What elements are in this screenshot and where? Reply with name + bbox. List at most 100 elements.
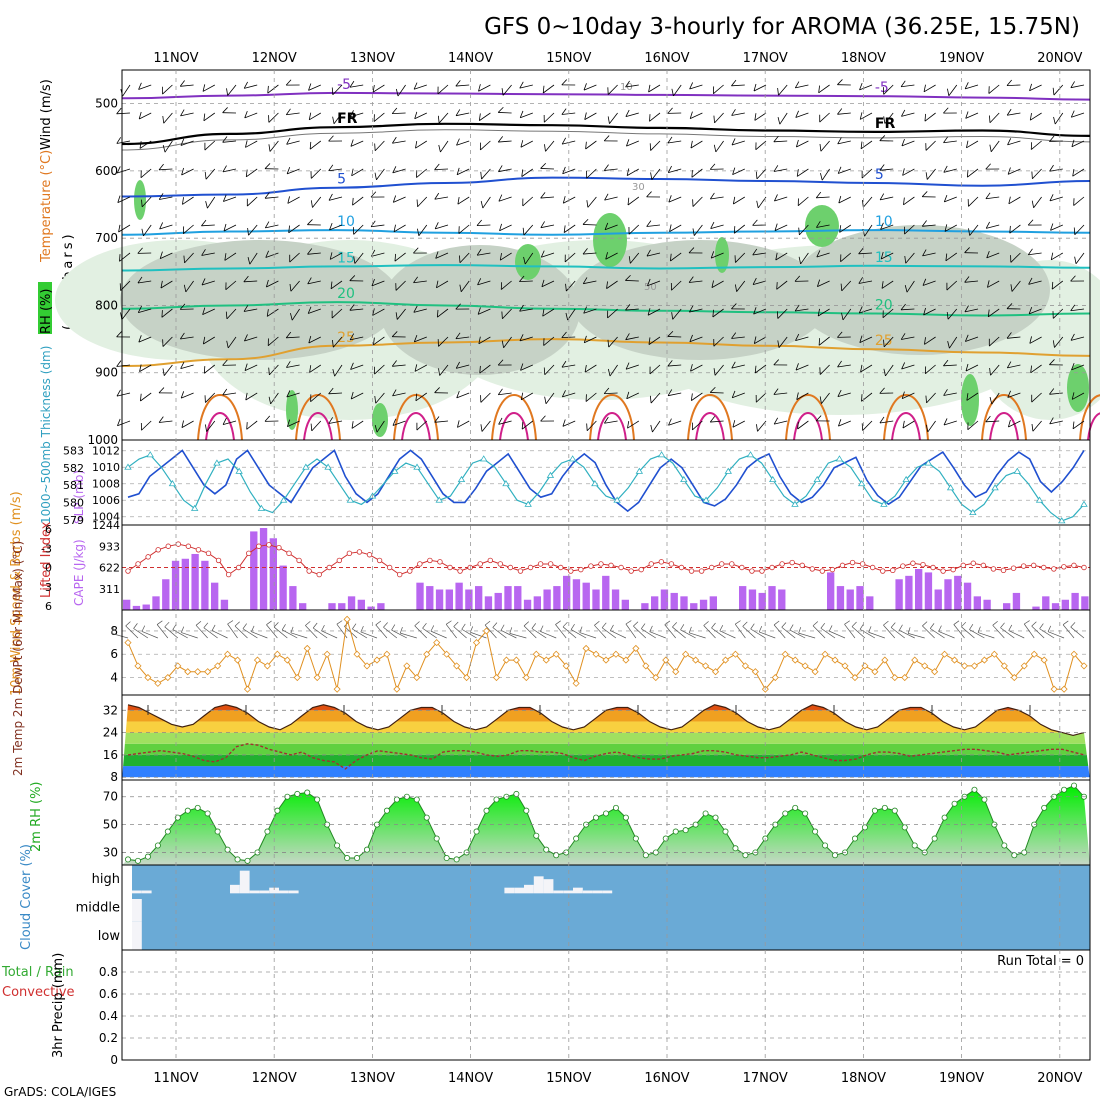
- wind-barb-shaft: [651, 168, 661, 180]
- wind10-barb-shaft: [633, 625, 647, 639]
- li-marker: [930, 564, 936, 571]
- wind-barb-flag: [522, 198, 524, 206]
- wind-barb: [925, 420, 936, 433]
- wind-barb-flag: [374, 172, 377, 180]
- wind-barb-flag: [903, 197, 905, 205]
- rh-legend-swatch: [38, 282, 52, 334]
- wind-barb: [434, 192, 449, 200]
- wind-barb-shaft: [328, 196, 343, 201]
- isotherm-line: [121, 176, 1091, 198]
- wind-barb-shaft: [245, 392, 258, 401]
- wind-barb: [838, 195, 851, 204]
- wind10-marker: [492, 673, 501, 682]
- wind-barb-shaft: [880, 196, 894, 201]
- wind-barb-flag: [139, 141, 142, 149]
- wind-barb: [332, 336, 343, 348]
- wind-barb-shaft: [477, 252, 491, 256]
- wind10-barb: [156, 620, 169, 639]
- wind-barb-shaft: [541, 280, 555, 288]
- li-marker: [296, 557, 302, 564]
- rh2m-marker: [871, 807, 878, 814]
- wind-barb-flag: [224, 253, 227, 261]
- wind-barb-shaft: [349, 308, 364, 311]
- wind10-barb-shaft: [430, 630, 447, 639]
- wind-barb-flag: [667, 389, 673, 396]
- wind-barb: [713, 140, 724, 153]
- wind-barb: [838, 419, 851, 427]
- wind10-marker: [184, 668, 192, 676]
- wind-barb-shaft: [498, 364, 512, 366]
- rh2m-marker: [901, 824, 908, 831]
- ylabel-cape: CAPE (J/kg): [72, 539, 86, 606]
- wind-barb: [752, 219, 767, 226]
- wind-barb-flag: [286, 390, 291, 398]
- wind-barb-flag: [966, 169, 969, 178]
- wind-barb-shaft: [287, 420, 300, 427]
- slp-tick-label: 1004: [92, 511, 120, 524]
- wind-barb-shaft: [1010, 252, 1021, 263]
- wind-barb-shaft: [944, 224, 957, 232]
- wind-barb-shaft: [795, 364, 809, 371]
- wind-barb-flag: [497, 388, 503, 395]
- wind-barb-shaft: [862, 196, 873, 208]
- wind-barb-shaft: [286, 364, 300, 368]
- slp-marker: [435, 496, 443, 503]
- wind10-barb: [579, 626, 597, 639]
- li-marker: [437, 559, 443, 565]
- temp2m-tick-label: 24: [103, 726, 118, 740]
- wind-barb-flag: [1070, 304, 1076, 311]
- wind10-barb-flag: [1039, 623, 1044, 629]
- wind10-marker: [711, 668, 720, 676]
- wind-barb-flag: [434, 416, 440, 423]
- wind-barb-shaft: [138, 308, 152, 313]
- wind-barb: [625, 109, 639, 117]
- wind-barb: [160, 280, 173, 289]
- wind-barb: [839, 224, 852, 233]
- wind10-barb: [203, 622, 218, 639]
- wind-barb-flag: [521, 421, 524, 430]
- wind10-marker: [124, 639, 132, 647]
- rh2m-marker: [742, 852, 749, 859]
- wind-barb: [985, 221, 1000, 229]
- wind-barb: [774, 223, 788, 231]
- wind10-barb-flag: [445, 620, 452, 625]
- wind-barb-shaft: [692, 420, 703, 431]
- wind-barb-shaft: [223, 224, 237, 232]
- wind-barb-flag: [603, 135, 610, 142]
- wind-barb-flag: [202, 307, 206, 315]
- wind-barb-flag: [837, 137, 842, 145]
- wind10-barb-flag: [399, 626, 403, 634]
- wind-barb-flag: [607, 368, 611, 377]
- wind-barb-shaft: [455, 84, 470, 87]
- wind-barb-shaft: [837, 392, 851, 397]
- wind-barb-shaft: [906, 280, 915, 293]
- cape-bar: [699, 599, 708, 610]
- wind-barb: [752, 277, 767, 285]
- wind-barb-flag: [328, 417, 334, 424]
- wind-barb-flag: [797, 198, 799, 206]
- rh2m-marker: [851, 835, 858, 842]
- date-label-top: 15NOV: [546, 51, 591, 66]
- wind-barb-shaft: [1030, 112, 1042, 121]
- wind-barb: [437, 84, 449, 95]
- wind-barb: [158, 416, 173, 423]
- wind10-barb-flag: [688, 626, 692, 633]
- wind10-barb-flag: [414, 621, 420, 626]
- wind-barb-shaft: [604, 224, 618, 231]
- isotherm-bump: [197, 394, 243, 441]
- wind-barb-shaft: [265, 252, 279, 258]
- wind-barb-flag: [625, 362, 630, 370]
- li-marker: [890, 567, 896, 574]
- wind-barb-flag: [564, 254, 566, 262]
- wind-barb-flag: [944, 224, 948, 232]
- precip-tick-label: 0.2: [99, 1031, 118, 1045]
- rh2m-marker: [672, 828, 679, 835]
- wind-barb-shaft: [349, 280, 364, 282]
- wind-barb-flag: [818, 338, 821, 346]
- wind-barb-shaft: [456, 392, 470, 399]
- wind10-marker: [771, 673, 779, 682]
- wind-barb: [649, 364, 661, 375]
- wind-barb-shaft: [264, 420, 279, 422]
- wind-barb-shaft: [864, 224, 873, 237]
- wind-barb-shaft: [350, 112, 364, 118]
